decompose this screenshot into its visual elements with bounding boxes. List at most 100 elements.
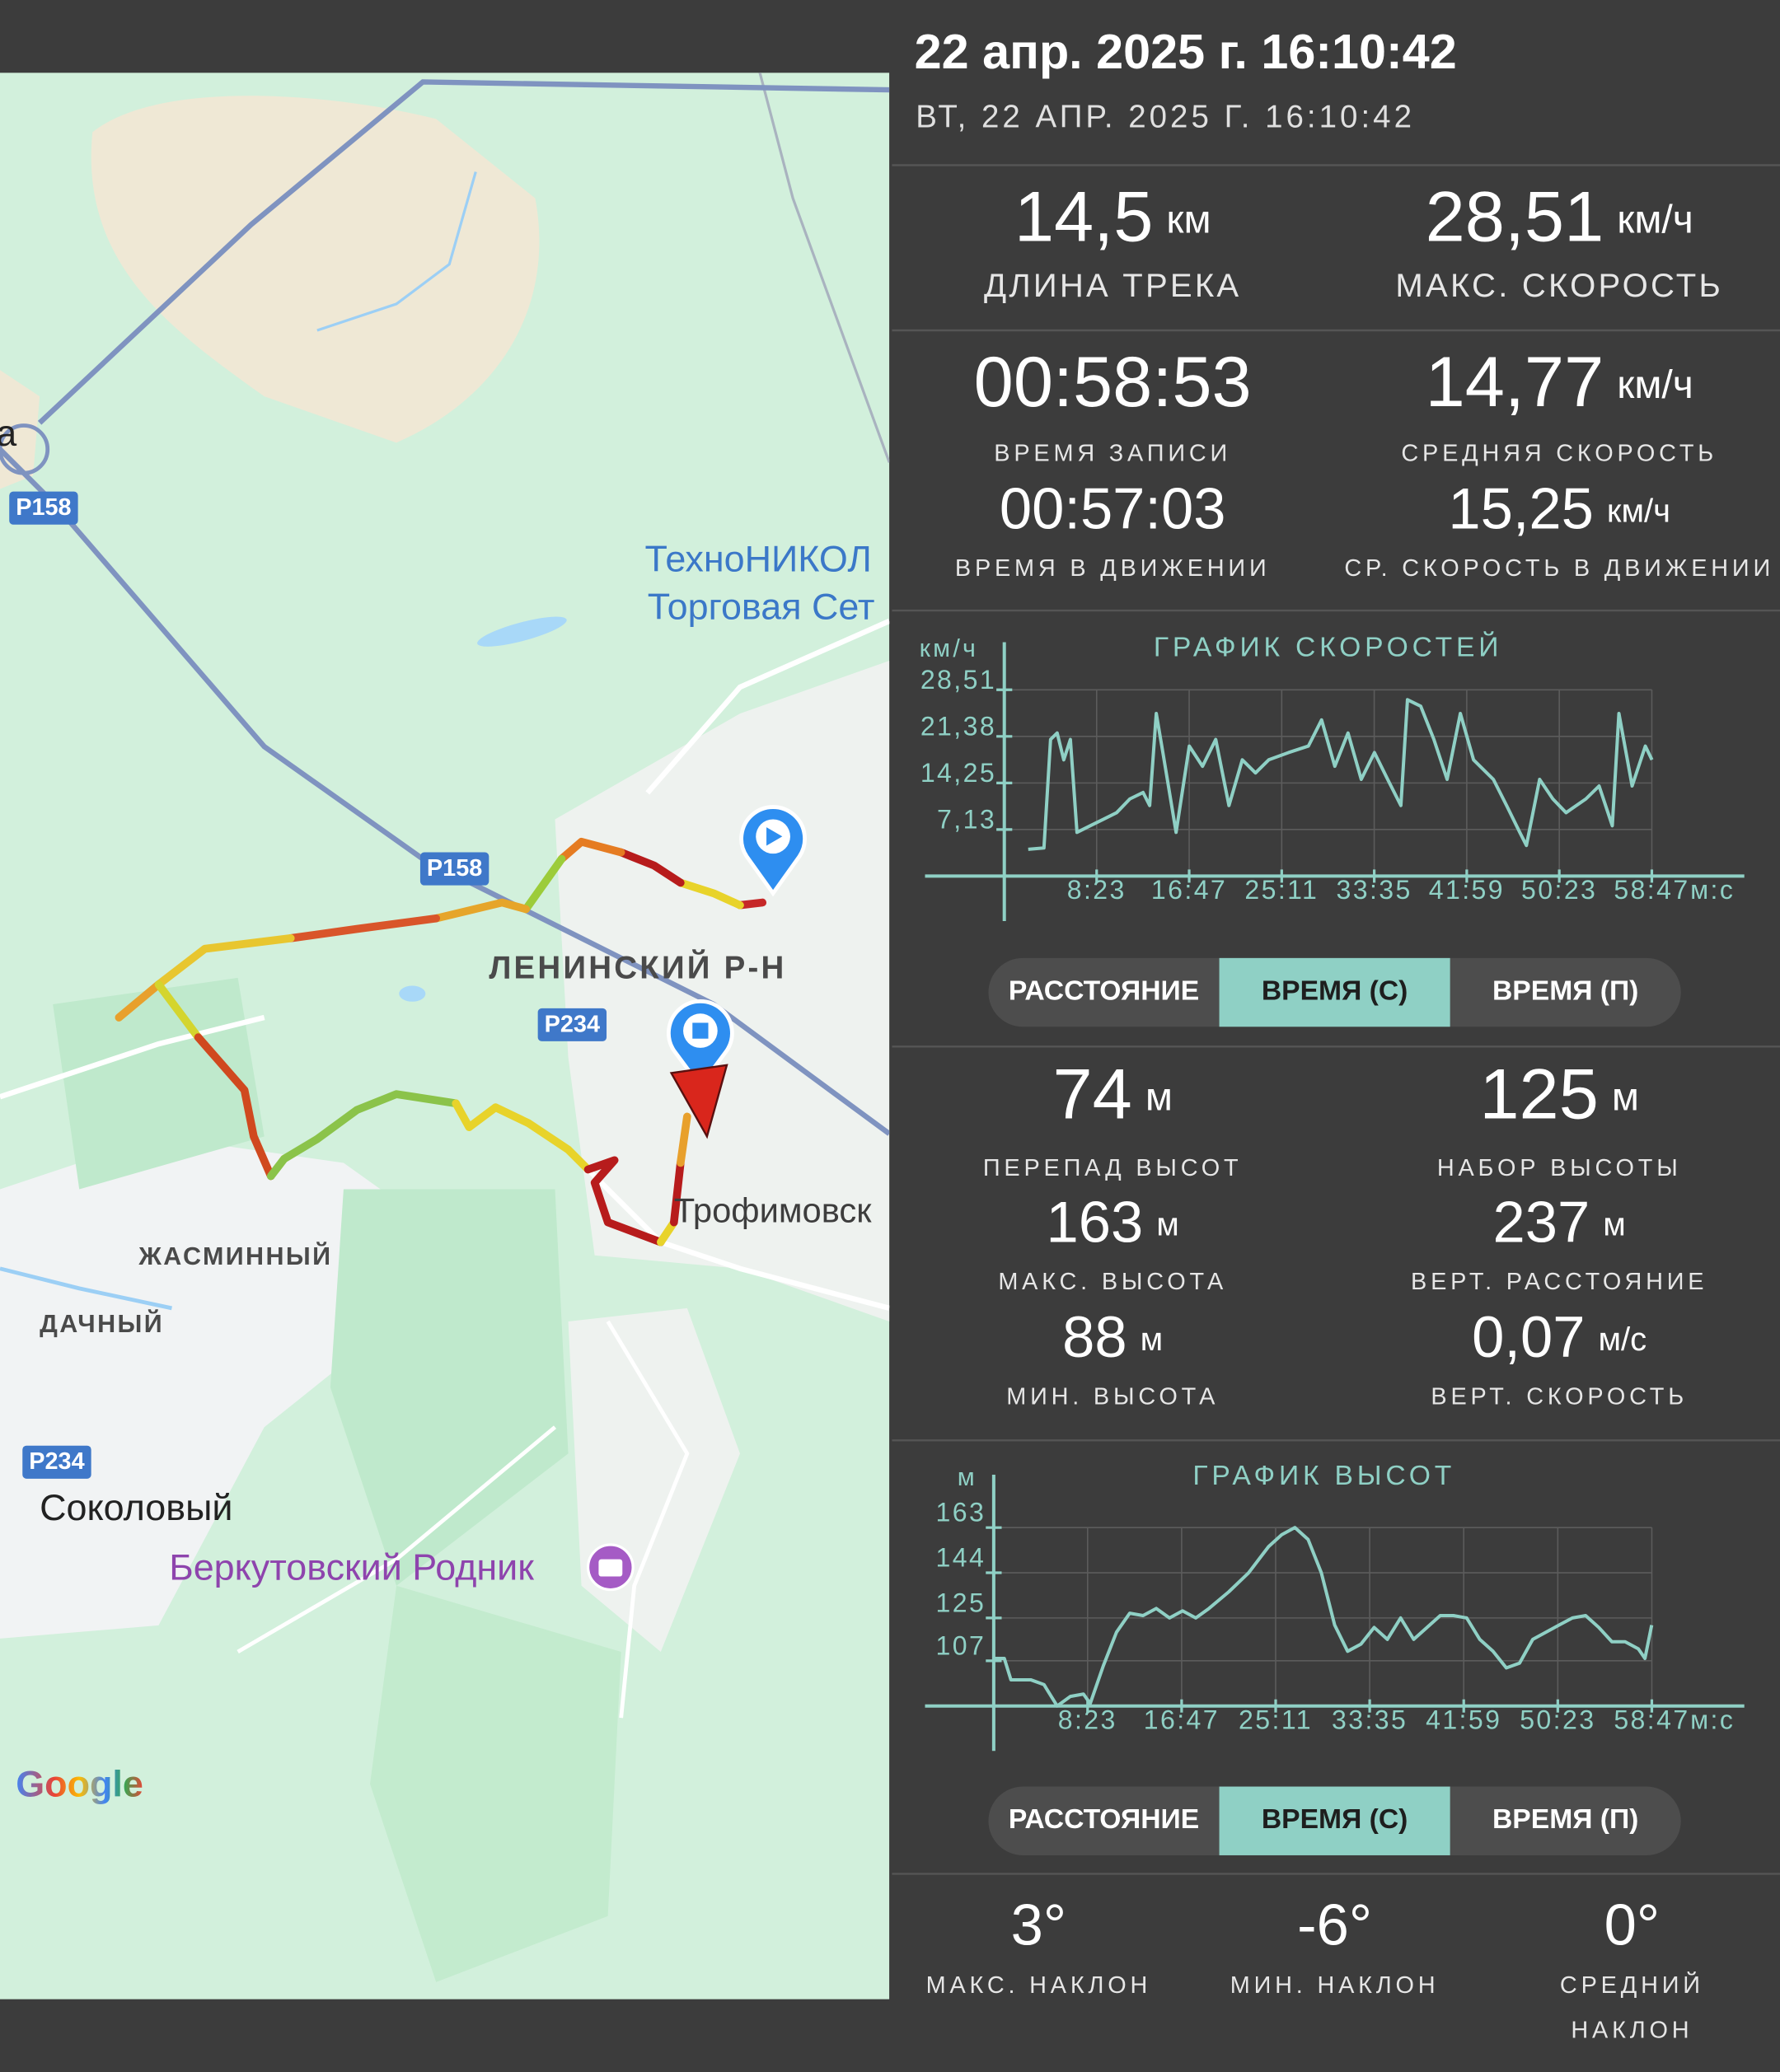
- track-segment: [677, 1112, 691, 1167]
- map-label[interactable]: Торговая Сет: [648, 585, 875, 627]
- x-tick-label: 50:23: [1520, 1705, 1595, 1734]
- x-tick-label: 25:11: [1244, 875, 1319, 905]
- track-segment: [670, 1158, 685, 1227]
- stat-number: 00:57:03: [1000, 475, 1226, 540]
- tab-label[interactable]: ВРЕМЯ (С): [1262, 1804, 1408, 1835]
- x-tick-label: 33:35: [1332, 1705, 1408, 1734]
- track-segment: [286, 914, 440, 942]
- track-segment: [266, 1090, 461, 1181]
- stat-label: МАКС. СКОРОСТЬ: [1395, 268, 1723, 304]
- stat-number: 237: [1493, 1189, 1590, 1254]
- map-area: [91, 96, 540, 443]
- track-segment: [522, 854, 566, 914]
- tab-label[interactable]: РАССТОЯНИЕ: [1009, 975, 1199, 1006]
- subtitle: ВТ, 22 АПР. 2025 Г. 16:10:42: [916, 100, 1415, 135]
- road: [579, 1161, 890, 1312]
- track-segment: [583, 1156, 665, 1246]
- stat-number: 88: [1062, 1304, 1127, 1369]
- x-tick-label: 8:23: [1067, 875, 1127, 905]
- tab-label[interactable]: ВРЕМЯ (П): [1492, 1804, 1638, 1835]
- x-tick-label: 16:47: [1144, 1705, 1220, 1734]
- y-tick-label: 14,25: [920, 758, 996, 788]
- y-tick-label: 107: [936, 1630, 986, 1660]
- stat-unit: км/ч: [1607, 493, 1670, 529]
- x-tick-label: 50:23: [1521, 875, 1597, 905]
- tab-label[interactable]: РАССТОЯНИЕ: [1009, 1804, 1199, 1835]
- map-area: [369, 1585, 621, 1982]
- data-line: [993, 1526, 1654, 1708]
- tab-label[interactable]: ВРЕМЯ (П): [1492, 975, 1638, 1006]
- stat-unit: км/ч: [1617, 197, 1693, 241]
- start-pin[interactable]: [739, 805, 807, 897]
- stream: [316, 171, 477, 332]
- stat-number: 14,77: [1426, 343, 1604, 422]
- road: [758, 72, 890, 463]
- stat-value: -6°: [1297, 1892, 1372, 1957]
- map-label[interactable]: Беркутовский Родник: [169, 1546, 534, 1588]
- map-area: [330, 1189, 569, 1586]
- y-tick-label: 28,51: [920, 665, 996, 695]
- end-pin[interactable]: [667, 999, 734, 1090]
- data-line: [1028, 698, 1654, 851]
- map-label: ДАЧНЫЙ: [40, 1308, 164, 1338]
- track-segment: [115, 980, 163, 1022]
- pin-icon: [692, 1022, 709, 1039]
- stat-value: 0,07 м/с: [1472, 1304, 1646, 1369]
- road-shield: [537, 1008, 607, 1041]
- tab-selected[interactable]: [1219, 1786, 1450, 1855]
- road: [645, 618, 890, 795]
- stat-label: НАБОР ВЫСОТЫ: [1437, 1155, 1682, 1181]
- track-segment: [656, 1218, 678, 1246]
- tab-label[interactable]: ВРЕМЯ (С): [1262, 975, 1408, 1006]
- water: [399, 985, 426, 1002]
- stat-number: 74: [1052, 1055, 1131, 1134]
- road-number: Р234: [545, 1011, 600, 1037]
- y-tick-label: 7,13: [937, 805, 996, 835]
- stat-value: 74 м: [1052, 1055, 1172, 1134]
- map-label: Соколовый: [40, 1486, 232, 1528]
- x-tick-label: 58:47: [1614, 1705, 1689, 1734]
- title: 22 апр. 2025 г. 16:10:42: [915, 24, 1457, 79]
- tab-selected[interactable]: [1219, 957, 1450, 1027]
- track-segment: [677, 878, 744, 910]
- stat-value: 163 м: [1047, 1189, 1179, 1254]
- y-axis-label: м: [958, 1463, 977, 1491]
- road-number: Р234: [29, 1448, 84, 1475]
- stat-label: ВРЕМЯ ЗАПИСИ: [994, 440, 1231, 466]
- interchange: [0, 423, 50, 475]
- stat-value: 00:57:03: [1000, 475, 1226, 540]
- track-segment: [194, 1033, 275, 1181]
- map-area: [0, 1136, 437, 1639]
- x-tick-label: 25:11: [1239, 1705, 1313, 1734]
- track: [115, 837, 767, 1246]
- stat-value: 237 м: [1493, 1189, 1626, 1254]
- track-segment: [557, 837, 625, 863]
- track-segment: [452, 1099, 593, 1174]
- road: [0, 1014, 265, 1100]
- stat-number: 0,07: [1472, 1304, 1585, 1369]
- stream: [0, 1266, 172, 1311]
- road: [606, 1320, 690, 1719]
- y-tick-label: 125: [936, 1588, 986, 1617]
- map[interactable]: ТехноНИКОЛ Торговая Сет Р158 Р158 ЛЕНИНС…: [0, 72, 890, 2000]
- x-tick-label: 58:47: [1614, 875, 1689, 905]
- stat-value: 14,5 км: [1014, 177, 1211, 256]
- road-number: Р158: [427, 855, 482, 882]
- water: [477, 616, 567, 647]
- stat-value: 125 м: [1479, 1055, 1639, 1134]
- stat-unit: м: [1603, 1206, 1626, 1242]
- stat-label: СРЕДНИЙ НАКЛОН: [1559, 1971, 1704, 2043]
- stat-value: 0°: [1604, 1892, 1660, 1957]
- y-tick-label: 144: [936, 1542, 986, 1572]
- stat-number: 14,5: [1014, 177, 1154, 256]
- stat-unit: м: [1156, 1206, 1179, 1242]
- stat-label: МИН. ВЫСОТА: [1006, 1384, 1219, 1410]
- x-axis-label: м:с: [1690, 875, 1735, 905]
- chart-title: ГРАФИК ВЫСОТ: [1192, 1461, 1455, 1491]
- poi-glyph: [598, 1559, 623, 1577]
- stat-unit: м/с: [1599, 1321, 1647, 1358]
- stat-unit: м: [1612, 1074, 1639, 1119]
- map-label[interactable]: ТехноНИКОЛ: [645, 538, 872, 580]
